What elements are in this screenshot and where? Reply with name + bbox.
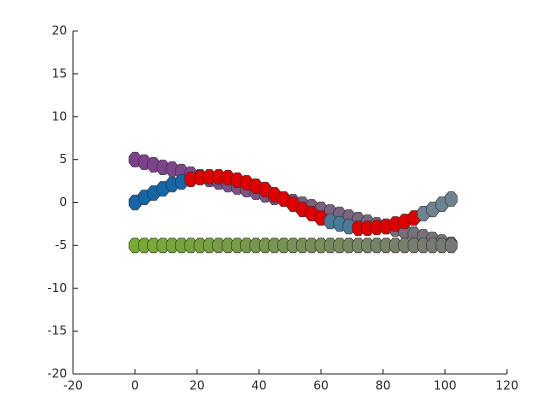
x-tick-label: 0 xyxy=(131,379,139,393)
marker xyxy=(342,218,356,235)
marker xyxy=(444,191,458,207)
y-tick-label: -10 xyxy=(47,281,67,295)
marker xyxy=(277,191,291,207)
marker xyxy=(296,201,309,218)
marker xyxy=(249,178,263,194)
x-tick-label: 20 xyxy=(189,379,204,393)
marker xyxy=(323,213,337,230)
marker xyxy=(444,237,458,254)
x-tick-label: 40 xyxy=(251,379,266,393)
x-tick-label: 120 xyxy=(496,379,519,393)
y-tick-label: -5 xyxy=(55,238,67,252)
y-tick-label: 0 xyxy=(59,195,67,209)
y-tick-label: -20 xyxy=(47,367,67,381)
y-tick-label: 20 xyxy=(52,24,67,38)
x-tick-label: 60 xyxy=(313,379,328,393)
x-tick-label: 80 xyxy=(375,379,390,393)
y-tick-label: 10 xyxy=(52,109,67,123)
y-tick-label: -15 xyxy=(47,324,67,338)
y-tick-label: 5 xyxy=(59,152,67,166)
x-tick-label: 100 xyxy=(434,379,457,393)
y-tick-label: 15 xyxy=(52,66,67,80)
x-tick-label: -20 xyxy=(63,379,83,393)
